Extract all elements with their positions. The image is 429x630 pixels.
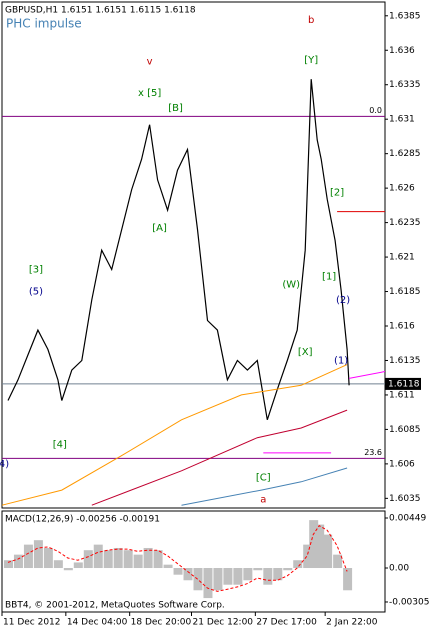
- wave-label: b: [308, 15, 314, 26]
- wave-label: [A]: [152, 223, 167, 234]
- macd-bar: [93, 544, 103, 569]
- wave-label: [3]: [29, 264, 43, 275]
- wave-label: [1]: [322, 271, 336, 282]
- series-line: [7, 79, 350, 420]
- wave-label: (2): [336, 295, 350, 306]
- macd-bar: [33, 540, 43, 569]
- macd-bar: [223, 568, 233, 585]
- macd-bar: [123, 550, 133, 569]
- wave-label: [4]: [53, 440, 67, 451]
- y-tick-label: 1.606: [389, 459, 415, 469]
- price-panel: [1, 1, 386, 509]
- wave-label: a: [260, 495, 266, 506]
- macd-bar: [323, 534, 333, 569]
- wave-label: x [5]: [138, 88, 161, 99]
- x-tick-label: 21 Dec 12:00: [193, 618, 254, 628]
- level-label: 0.0: [369, 106, 382, 115]
- y-tick-label: 1.6135: [389, 356, 421, 366]
- wave-label: v: [147, 56, 153, 67]
- macd-bar: [133, 554, 143, 569]
- x-tick-label: 27 Dec 17:00: [256, 618, 317, 628]
- macd-bar: [73, 562, 83, 569]
- macd-bar: [303, 544, 313, 569]
- macd-bar: [233, 568, 243, 585]
- macd-bar: [23, 544, 33, 569]
- series-line: [181, 467, 348, 506]
- series-line: [91, 409, 348, 506]
- macd-bar: [343, 568, 353, 591]
- wave-label: [Y]: [304, 55, 318, 66]
- macd-bar: [173, 568, 183, 575]
- wave-label: (5): [29, 287, 43, 298]
- macd-bar: [283, 568, 293, 571]
- macd-bar: [43, 547, 53, 569]
- wave-label: (1): [334, 355, 348, 366]
- wave-label: 4): [0, 459, 9, 470]
- y-tick-label: 1.636: [389, 46, 415, 56]
- wave-label: [C]: [256, 473, 271, 484]
- series-line: [349, 371, 386, 379]
- y-tick-label: 1.6185: [389, 287, 421, 297]
- macd-bar: [183, 568, 193, 581]
- macd-bar: [3, 560, 13, 569]
- y-tick-label: 1.626: [389, 184, 415, 194]
- chart-subtitle: PHC impulse: [6, 17, 82, 31]
- signal-line: [7, 525, 348, 592]
- macd-bar: [263, 568, 273, 585]
- macd-bar: [333, 554, 343, 569]
- macd-bar: [309, 520, 319, 569]
- wave-label: (W): [282, 280, 300, 291]
- macd-bar: [83, 550, 93, 569]
- y-tick-label: 1.6235: [389, 218, 421, 228]
- macd-bar: [193, 568, 203, 591]
- x-tick-label: 2 Jan 22:00: [326, 618, 378, 628]
- y-tick-label: 1.631: [389, 115, 415, 125]
- macd-bar: [253, 568, 263, 571]
- macd-bar: [243, 568, 253, 581]
- last-price-box: [385, 377, 421, 390]
- macd-bar: [63, 568, 73, 571]
- macd-bar: [13, 554, 23, 569]
- x-tick-label: 11 Dec 2012: [3, 618, 61, 628]
- footer: BBT4, © 2001-2012, MetaQuotes Software C…: [5, 601, 225, 611]
- macd-bar: [315, 524, 325, 569]
- y-tick-label: 1.6385: [389, 11, 421, 21]
- x-tick-label: 14 Dec 04:00: [67, 618, 128, 628]
- wave-label: [B]: [168, 103, 183, 114]
- level-label: 23.6: [364, 448, 382, 457]
- y-tick-label: 1.6285: [389, 149, 421, 159]
- macd-title: MACD(12,26,9) -0.00256 -0.00191: [5, 515, 160, 525]
- y-tick-label: 1.6335: [389, 80, 421, 90]
- macd-bar: [203, 568, 213, 599]
- wave-label: [2]: [330, 187, 344, 198]
- series-line: [1, 364, 348, 506]
- y-tick-label: 0.00449: [389, 514, 426, 524]
- y-tick-label: 1.621: [389, 253, 415, 263]
- macd-bar: [273, 568, 283, 581]
- macd-bar: [163, 564, 173, 569]
- macd-bar: [293, 560, 303, 569]
- y-tick-label: -0.00305: [389, 597, 429, 607]
- macd-bar: [153, 550, 163, 569]
- y-tick-label: 1.6035: [389, 494, 421, 504]
- macd-panel: [1, 510, 386, 613]
- macd-bar: [113, 547, 123, 569]
- y-tick-label: 1.611: [389, 390, 415, 400]
- macd-bar: [213, 568, 223, 591]
- macd-bar: [53, 560, 63, 569]
- y-tick-label: 1.616: [389, 322, 415, 332]
- x-tick-label: 18 Dec 20:00: [131, 618, 192, 628]
- chart-title: GBPUSD,H1 1.6151 1.6151 1.6115 1.6118: [5, 6, 196, 16]
- macd-bar: [143, 547, 153, 569]
- y-tick-label: 1.6085: [389, 425, 421, 435]
- macd-bar: [103, 550, 113, 569]
- last-price-label: 1.6118: [388, 379, 420, 389]
- wave-label: [X]: [298, 347, 313, 358]
- y-tick-label: 0.00: [389, 564, 409, 574]
